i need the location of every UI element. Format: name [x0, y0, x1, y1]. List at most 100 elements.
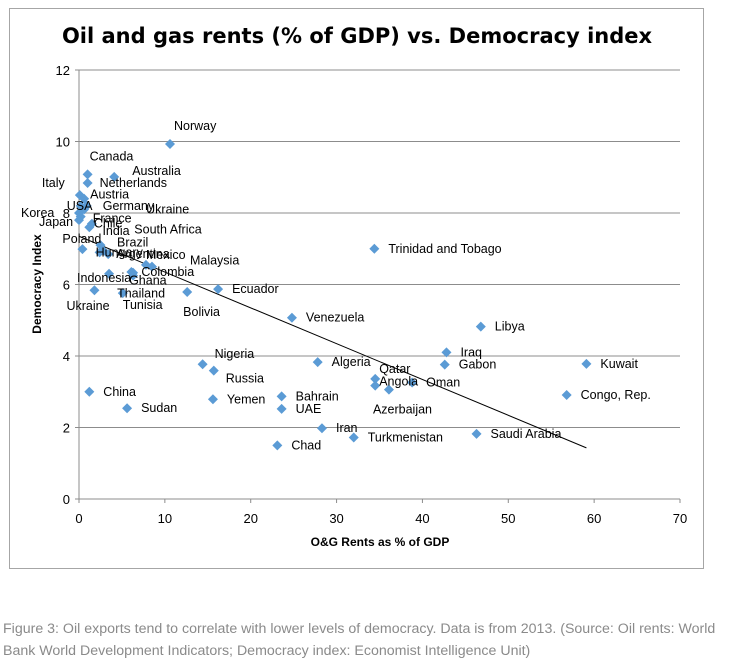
data-label: Hungary — [96, 245, 144, 259]
trendline — [78, 235, 587, 449]
data-label: Venezuela — [306, 311, 364, 325]
data-label: Gabon — [459, 358, 497, 372]
data-label: Iraq — [460, 345, 482, 359]
data-label: Netherlands — [100, 176, 167, 190]
tick-labels: 0 2 4 6 8 10 12 0 10 20 30 40 50 60 70 — [56, 63, 688, 526]
x-tick-label: 20 — [243, 511, 257, 526]
x-tick-label: 40 — [415, 511, 429, 526]
y-tick-label: 8 — [63, 206, 70, 221]
x-tick-label: 0 — [75, 511, 82, 526]
y-tick-label: 12 — [56, 63, 70, 78]
data-point — [369, 243, 380, 254]
data-point — [286, 312, 297, 323]
data-label: Sudan — [141, 401, 177, 415]
data-point — [82, 177, 93, 188]
data-point — [197, 359, 208, 370]
chart-title: Oil and gas rents (% of GDP) vs. Democra… — [62, 24, 653, 48]
y-tick-label: 0 — [63, 492, 70, 507]
data-point — [84, 386, 95, 397]
data-point — [182, 287, 193, 298]
y-tick-label: 2 — [63, 421, 70, 436]
data-label: Nigeria — [215, 347, 255, 361]
data-label: Kuwait — [600, 357, 638, 371]
data-point — [77, 244, 88, 255]
data-point — [439, 359, 450, 370]
data-label: Chile — [94, 217, 123, 231]
data-label: Australia — [132, 164, 181, 178]
data-label: Qatar — [379, 362, 410, 376]
data-label: Tunisia — [123, 298, 163, 312]
data-point — [207, 394, 218, 405]
data-label: Angola — [379, 375, 418, 389]
data-label: Bolivia — [183, 305, 220, 319]
x-axis-label: O&G Rents as % of GDP — [311, 535, 450, 549]
y-tick-label: 4 — [63, 349, 70, 364]
y-tick-label: 6 — [63, 278, 70, 293]
data-point — [407, 377, 418, 388]
data-label: Canada — [90, 149, 134, 163]
data-point — [122, 403, 133, 414]
data-point — [272, 440, 283, 451]
data-label: Russia — [226, 372, 264, 386]
data-label: Turkmenistan — [368, 431, 443, 445]
axes — [75, 69, 681, 503]
data-point — [316, 423, 327, 434]
data-label: South Africa — [134, 222, 201, 236]
data-point — [276, 403, 287, 414]
data-label: USA — [67, 199, 93, 213]
data-label: Ukraine — [146, 202, 189, 216]
caption-line-1: Figure 3: Oil exports tend to correlate … — [3, 621, 716, 637]
data-point — [581, 358, 592, 369]
data-point — [276, 391, 287, 402]
data-label: Yemen — [227, 392, 266, 406]
x-tick-label: 30 — [329, 511, 343, 526]
data-point — [84, 222, 95, 233]
data-label: Chad — [291, 438, 321, 452]
data-point — [370, 373, 381, 384]
data-point — [109, 171, 120, 182]
data-label: Japan — [39, 215, 73, 229]
data-label: Iran — [336, 421, 358, 435]
data-label: Indonesia — [77, 271, 131, 285]
data-label: Germany — [103, 199, 155, 213]
data-point — [103, 249, 114, 260]
data-label: Ghana — [129, 274, 167, 288]
data-label: Libya — [495, 320, 525, 334]
caption-line-2: Bank World Development Indicators; Democ… — [3, 643, 531, 659]
data-point — [146, 261, 157, 272]
y-tick-label: 10 — [56, 135, 70, 150]
data-point — [117, 288, 128, 299]
data-label: Italy — [42, 176, 66, 190]
data-label: Bahrain — [296, 389, 339, 403]
data-point — [82, 169, 93, 180]
data-label: Brazil — [117, 236, 148, 250]
data-label: Colombia — [141, 265, 194, 279]
data-label: Korea — [21, 206, 54, 220]
data-label: Mexico — [146, 248, 186, 262]
data-label: Thailand — [117, 287, 165, 301]
data-point — [165, 139, 176, 150]
data-label: Ukraine — [66, 299, 109, 313]
data-label: Trinidad and Tobago — [388, 242, 501, 256]
figure-caption: Figure 3: Oil exports tend to correlate … — [3, 618, 743, 662]
data-point — [441, 347, 452, 358]
chart-frame — [9, 8, 704, 569]
data-label: Algeria — [332, 355, 371, 369]
data-point — [213, 284, 224, 295]
data-point — [128, 270, 139, 281]
data-label: Malaysia — [190, 254, 239, 268]
data-label: Oman — [426, 375, 460, 389]
data-point — [561, 389, 572, 400]
data-label: Azerbaijan — [373, 403, 432, 417]
data-point — [94, 247, 105, 258]
data-label: Norway — [174, 119, 217, 133]
data-label: China — [103, 385, 136, 399]
data-label: Ecuador — [232, 282, 279, 296]
data-point — [74, 215, 84, 226]
data-label: Saudi Arabia — [491, 427, 562, 441]
x-tick-label: 50 — [501, 511, 515, 526]
data-label: India — [102, 224, 129, 238]
x-tick-label: 70 — [673, 511, 687, 526]
data-label: Poland — [62, 232, 101, 246]
